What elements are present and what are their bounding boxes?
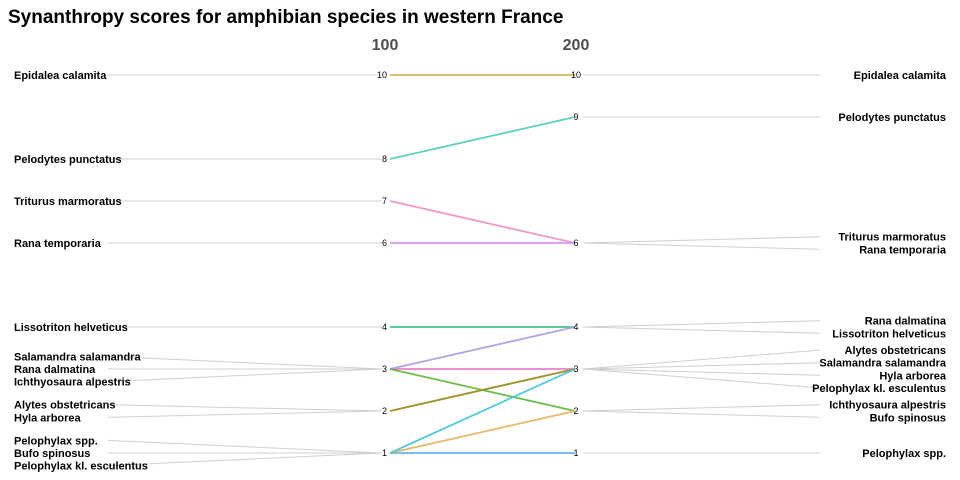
value-label-200: 4 [573, 322, 578, 332]
value-label-200: 9 [573, 112, 578, 122]
leader-line-right [582, 326, 821, 334]
species-label-left: Bufo spinosus [14, 448, 90, 460]
value-label-100: 3 [382, 364, 387, 374]
species-label-left: Rana dalmatina [14, 364, 96, 376]
slope-line-rana-dalmatina [389, 326, 576, 370]
leader-line-right [582, 410, 821, 418]
value-label-100: 7 [382, 196, 387, 206]
value-label-100: 10 [377, 70, 387, 80]
species-label-right: Triturus marmoratus [838, 232, 946, 244]
species-label-left: Alytes obstetricans [14, 400, 115, 412]
species-label-right: Alytes obstetricans [845, 345, 946, 357]
leader-line-left [107, 410, 383, 418]
slope-lines [389, 74, 576, 454]
species-label-right: Hyla arborea [879, 370, 947, 382]
species-label-right: Lissotriton helveticus [832, 328, 946, 340]
value-label-200: 10 [571, 70, 581, 80]
value-label-200: 2 [573, 406, 578, 416]
species-label-right: Ichthyosaura alpestris [829, 400, 946, 412]
species-label-left: Pelophylax spp. [14, 435, 98, 447]
species-label-left: Triturus marmoratus [14, 196, 122, 208]
value-label-100: 8 [382, 154, 387, 164]
value-label-100: 4 [382, 322, 387, 332]
species-label-right: Rana temporaria [859, 244, 947, 256]
leader-line-left [107, 404, 383, 412]
leader-line-left [107, 355, 383, 370]
species-label-left: Rana temporaria [14, 238, 102, 250]
leader-line-right [582, 236, 821, 244]
leader-line-left [107, 368, 383, 383]
leader-line-right [582, 368, 821, 389]
species-label-right: Epidalea calamita [854, 70, 947, 82]
species-label-left: Hyla arborea [14, 412, 82, 424]
leader-line-left [107, 439, 383, 454]
species-label-left: Salamandra salamandra [14, 351, 141, 363]
species-label-right: Bufo spinosus [870, 412, 946, 424]
slope-line-triturus-marmoratus [389, 200, 576, 244]
slope-line-pelophylax-kl-esculentus [389, 368, 576, 454]
species-labels: Epidalea calamita Pelodytes punctatus Trit… [14, 70, 947, 473]
chart-title: Synanthropy scores for amphibian species… [8, 7, 563, 28]
species-label-left: Ichthyosaura alpestris [14, 377, 131, 389]
leader-line-left [107, 452, 383, 467]
slope-line-hyla-arborea [389, 368, 576, 412]
value-labels: 10 8 7 6 4 3 2 1 10 9 6 4 3 2 1 [377, 70, 581, 458]
column-header-100: 100 [372, 37, 399, 54]
column-header-200: 200 [563, 37, 590, 54]
species-label-right: Rana dalmatina [865, 316, 947, 328]
leader-line-right [582, 242, 821, 250]
species-label-right: Pelophylax kl. esculentus [812, 383, 946, 395]
value-label-200: 6 [573, 238, 578, 248]
leader-line-right [582, 362, 821, 370]
species-label-left: Lissotriton helveticus [14, 322, 128, 334]
species-label-left: Pelodytes punctatus [14, 154, 122, 166]
leader-lines [107, 74, 821, 467]
species-label-right: Salamandra salamandra [819, 358, 946, 370]
species-label-right: Pelodytes punctatus [838, 112, 946, 124]
value-label-200: 1 [573, 448, 578, 458]
species-label-left: Epidalea calamita [14, 70, 107, 82]
species-label-right: Pelophylax spp. [862, 448, 946, 460]
leader-line-right [582, 349, 821, 370]
value-label-100: 6 [382, 238, 387, 248]
species-label-left: Pelophylax kl. esculentus [14, 461, 148, 473]
slope-line-bufo-spinosus [389, 410, 576, 454]
slope-line-pelodytes-punctatus [389, 116, 576, 160]
value-label-200: 3 [573, 364, 578, 374]
leader-line-right [582, 368, 821, 376]
value-label-100: 1 [382, 448, 387, 458]
value-label-100: 2 [382, 406, 387, 416]
leader-line-right [582, 404, 821, 412]
leader-line-right [582, 320, 821, 328]
